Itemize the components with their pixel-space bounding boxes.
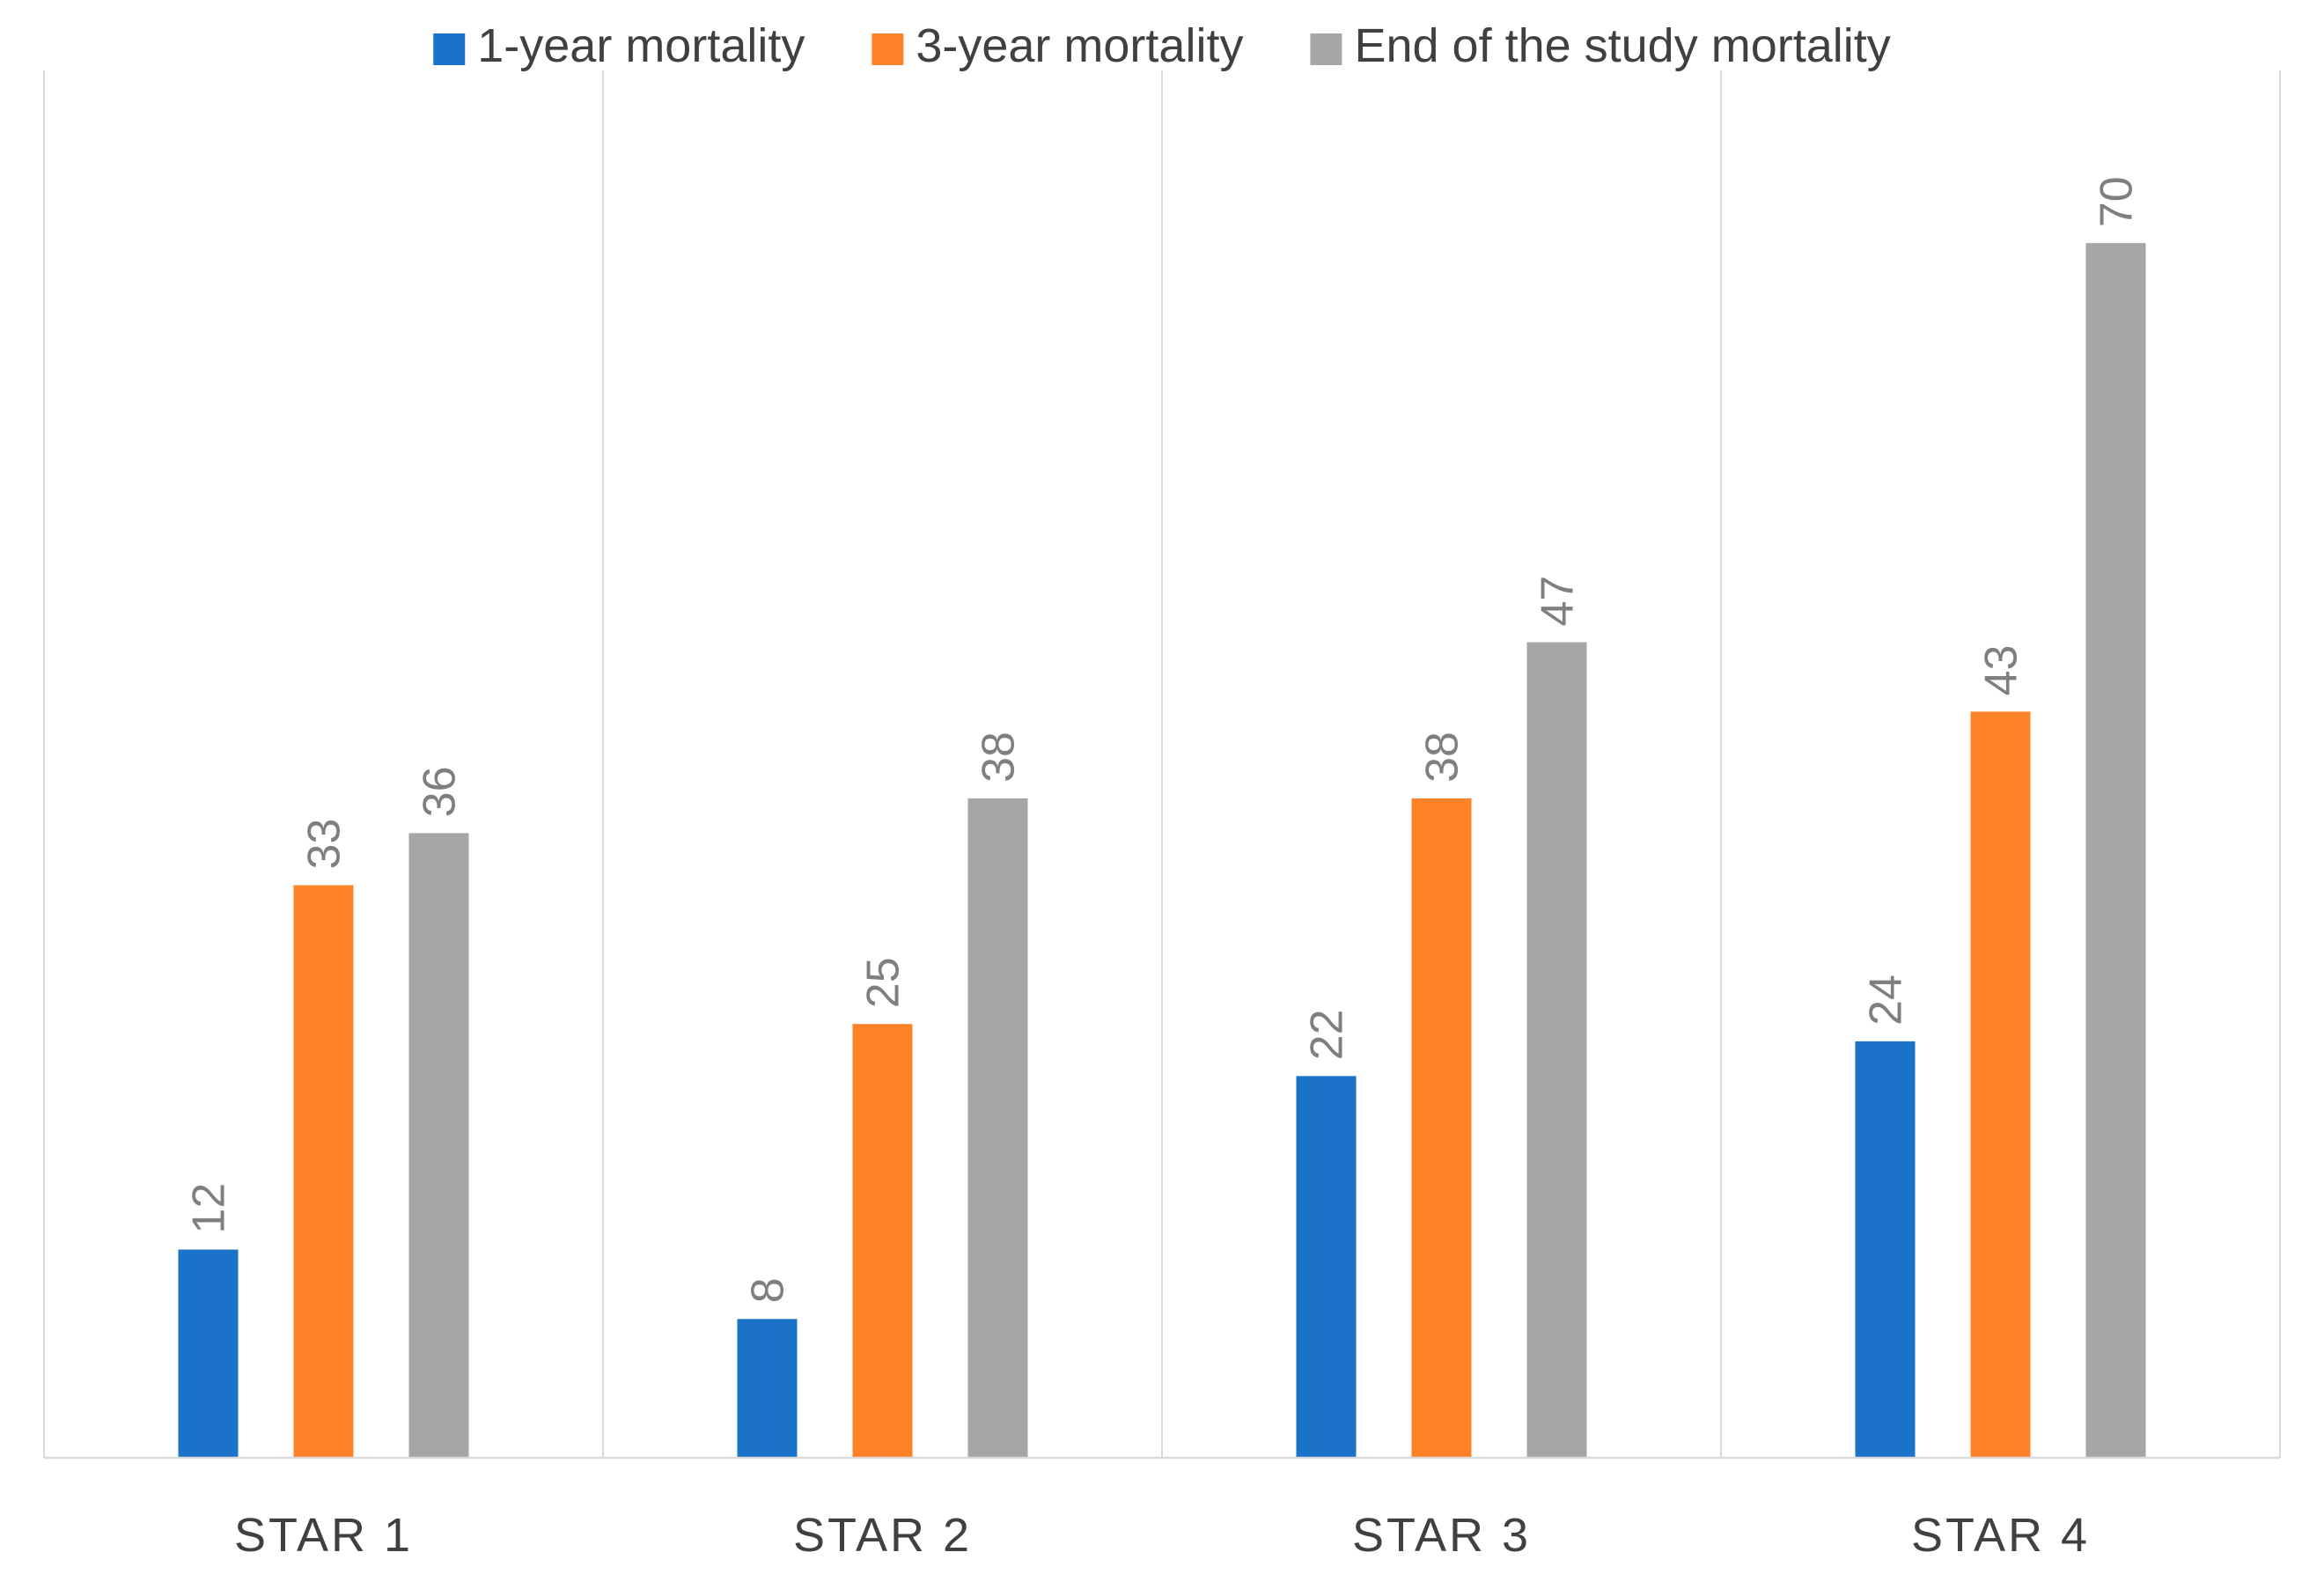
x-tick-label: STAR 1 bbox=[234, 1509, 413, 1562]
bar bbox=[737, 1319, 798, 1458]
x-tick-label: STAR 2 bbox=[793, 1509, 972, 1562]
data-label: 33 bbox=[299, 819, 350, 870]
data-label: 36 bbox=[415, 767, 466, 818]
x-tick-label: STAR 3 bbox=[1352, 1509, 1531, 1562]
bar bbox=[2085, 243, 2146, 1458]
bar bbox=[967, 798, 1028, 1458]
grid-layer bbox=[43, 70, 2281, 1458]
legend-item: End of the study mortality bbox=[1310, 19, 1891, 72]
data-label: 47 bbox=[1533, 576, 1584, 627]
bar bbox=[293, 885, 354, 1458]
bar bbox=[1526, 642, 1587, 1458]
data-label: 22 bbox=[1302, 1009, 1353, 1060]
data-labels-layer: 12 33 36 8 25 38 22 38 47 24 43 70 bbox=[184, 176, 2143, 1303]
data-label: 43 bbox=[1976, 645, 2027, 696]
data-label: 24 bbox=[1861, 975, 1912, 1026]
bar bbox=[178, 1249, 239, 1458]
bar bbox=[408, 833, 469, 1458]
bars-layer bbox=[178, 243, 2146, 1458]
bar bbox=[852, 1024, 913, 1458]
data-label: 25 bbox=[858, 957, 909, 1008]
data-label: 12 bbox=[184, 1183, 235, 1234]
legend-swatch bbox=[433, 33, 466, 65]
bar bbox=[1296, 1076, 1357, 1458]
legend: 1-year mortality 3-year mortality End of t… bbox=[433, 19, 1891, 72]
legend-label: 3-year mortality bbox=[916, 19, 1243, 72]
data-label: 8 bbox=[743, 1277, 794, 1303]
legend-swatch bbox=[1310, 33, 1342, 65]
legend-label: End of the study mortality bbox=[1354, 19, 1890, 72]
legend-label: 1-year mortality bbox=[477, 19, 805, 72]
bar bbox=[1970, 711, 2031, 1458]
data-label: 70 bbox=[2092, 176, 2143, 227]
legend-item: 1-year mortality bbox=[433, 19, 805, 72]
legend-item: 3-year mortality bbox=[872, 19, 1243, 72]
legend-swatch bbox=[872, 33, 904, 65]
data-label: 38 bbox=[1417, 732, 1468, 783]
x-axis: STAR 1 STAR 2 STAR 3 STAR 4 bbox=[44, 1456, 2280, 1562]
x-tick-label: STAR 4 bbox=[1911, 1509, 2090, 1562]
bar bbox=[1855, 1041, 1916, 1458]
data-label: 38 bbox=[974, 732, 1025, 783]
bar bbox=[1411, 798, 1472, 1458]
